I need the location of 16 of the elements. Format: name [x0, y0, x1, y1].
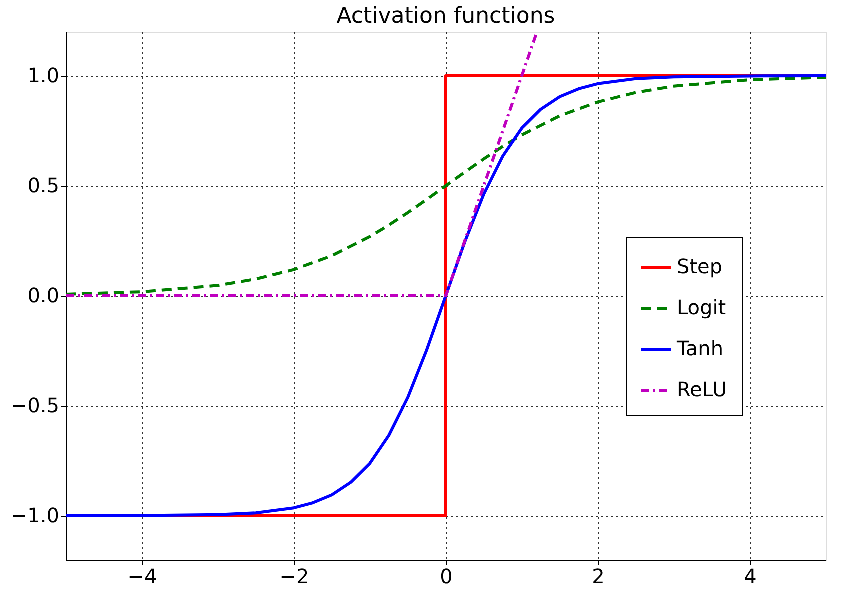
x-tick-label: 2 — [592, 564, 605, 588]
legend-label: Step — [677, 254, 723, 278]
y-tick-label: −0.5 — [10, 394, 60, 418]
line-series — [66, 76, 826, 296]
x-tick-label: −2 — [280, 564, 310, 588]
x-tick-label: 4 — [744, 564, 757, 588]
chart-title: Activation functions — [336, 4, 556, 29]
y-tick-label: −1.0 — [10, 504, 60, 528]
legend-label: Logit — [677, 296, 726, 320]
x-tick-label: −4 — [128, 564, 158, 588]
legend-label: Tanh — [676, 336, 724, 360]
x-tick-label: 0 — [440, 564, 453, 588]
y-tick-label: 0.5 — [28, 174, 60, 198]
y-tick-label: 1.0 — [28, 64, 60, 88]
y-tick-label: 0.0 — [28, 284, 60, 308]
legend-label: ReLU — [677, 378, 728, 402]
